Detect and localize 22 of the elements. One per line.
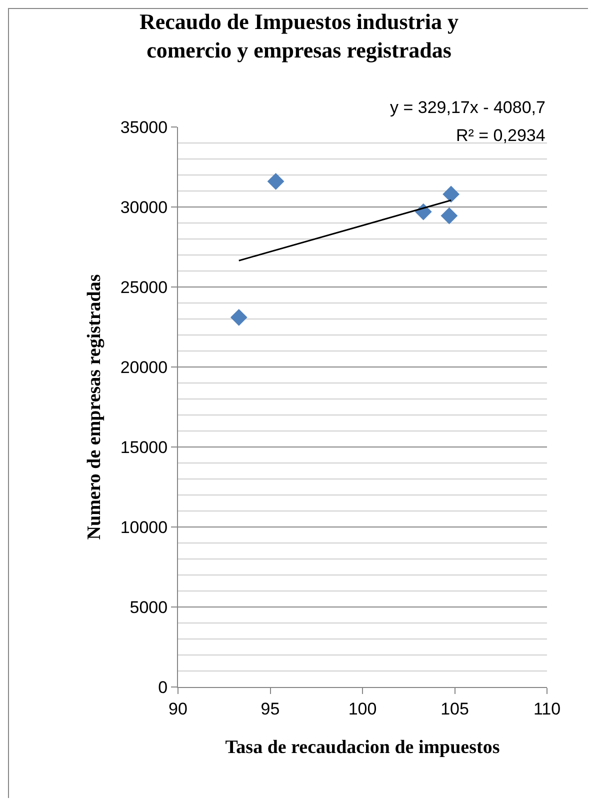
point <box>230 308 248 326</box>
chart-title: Recaudo de Impuestos industria y comercio y empresas registradas <box>139 8 459 62</box>
y-tick-label: 30000 <box>120 198 168 217</box>
y-axis-title: Numero de empresas registradas <box>84 274 106 540</box>
y-tick-label: 20000 <box>120 358 168 377</box>
point <box>267 172 284 190</box>
point <box>440 207 458 224</box>
y-tick-label: 5000 <box>130 598 168 617</box>
annotation: R² = 0,2934 <box>456 126 546 145</box>
point <box>442 186 460 203</box>
y-tick-label: 25000 <box>120 278 168 297</box>
x-tick-label: 110 <box>533 699 561 718</box>
y-tick-label: 10000 <box>120 518 168 537</box>
x-tick-label: 90 <box>168 699 188 718</box>
x-tick-label: 100 <box>348 699 377 718</box>
x-tick-label: 105 <box>440 699 469 718</box>
y-tick-label: 35000 <box>120 118 168 137</box>
y-tick-label: 0 <box>158 678 168 697</box>
x-axis-title: Tasa de recaudacion de impuestos <box>225 737 500 758</box>
x-tick-label: 95 <box>260 699 280 718</box>
text: y = 329,17x - 4080,7 <box>390 98 546 117</box>
y-tick-label: 15000 <box>120 438 168 457</box>
